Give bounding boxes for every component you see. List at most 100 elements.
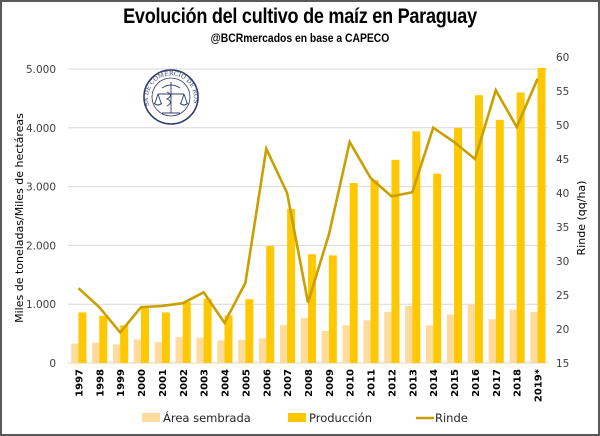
bar-produccion	[245, 299, 254, 363]
bar-area-sembrada	[238, 339, 246, 363]
bar-area-sembrada	[92, 342, 100, 363]
bar-area-sembrada	[321, 330, 329, 363]
bar-produccion	[433, 173, 442, 363]
bar-produccion	[120, 325, 129, 363]
right-tick-label: 30	[556, 256, 569, 268]
bar-area-sembrada	[154, 342, 162, 363]
right-tick-label: 15	[556, 358, 569, 370]
left-tick-label: 0	[49, 358, 56, 370]
right-tick-label: 35	[556, 222, 569, 234]
right-tick-label: 25	[556, 290, 569, 302]
bar-area-sembrada	[175, 337, 183, 363]
x-tick-label: 1999	[116, 369, 127, 397]
legend-label-production: Producción	[309, 411, 372, 425]
legend-swatch-area	[142, 413, 160, 422]
chart-title: Evolución del cultivo de maíz en Paragua…	[123, 5, 477, 28]
x-tick-label: 2019*	[534, 368, 545, 402]
bar-produccion	[516, 92, 525, 364]
bar-produccion	[391, 159, 400, 363]
x-tick-label: 2016	[471, 369, 482, 397]
rinde-line	[77, 78, 539, 335]
x-tick-label: 2001	[158, 369, 169, 397]
chart-subtitle: @BCRmercados en base a CAPECO	[210, 33, 390, 45]
right-tick-label: 50	[556, 120, 569, 132]
x-tick-label: 2004	[221, 369, 232, 397]
bar-produccion	[224, 315, 233, 363]
left-axis-title: Miles de toneladas/Miles de hectáreas	[13, 113, 26, 323]
x-tick-label: 2012	[388, 369, 399, 397]
x-tick-label: 2002	[179, 369, 190, 397]
left-tick-label: 2.000	[26, 240, 56, 252]
caduceus-scales-seal-icon	[153, 82, 189, 114]
bar-produccion	[99, 315, 108, 363]
x-tick-label: 2005	[241, 369, 252, 397]
bar-area-sembrada	[342, 325, 350, 363]
bar-area-sembrada	[446, 314, 455, 363]
bar-area-sembrada	[217, 340, 225, 363]
right-tick-label: 55	[556, 86, 569, 98]
x-tick-label: 2006	[262, 369, 273, 397]
bar-produccion	[328, 255, 337, 363]
bars	[71, 67, 546, 364]
bar-area-sembrada	[425, 325, 434, 363]
bar-area-sembrada	[71, 343, 79, 363]
bar-produccion	[495, 119, 504, 363]
bar-area-sembrada	[133, 339, 142, 363]
bar-area-sembrada	[363, 320, 371, 363]
right-axis-title: Rinde (qq/ha)	[575, 181, 588, 256]
x-tick-label: 2009	[325, 369, 336, 397]
bar-produccion	[266, 245, 275, 363]
x-tick-label: 2015	[450, 369, 461, 397]
bar-produccion	[78, 312, 87, 363]
x-tick-label: 2010	[346, 369, 357, 397]
x-tick-label: 2007	[283, 369, 294, 397]
bar-produccion	[537, 67, 546, 363]
bar-area-sembrada	[259, 338, 267, 363]
bar-area-sembrada	[467, 304, 475, 363]
x-tick-label: 2011	[367, 369, 378, 397]
x-axis-ticks: 1997 1998 1999 2000 2001 2002 2003 2004 2005 2006…	[74, 368, 544, 402]
bar-area-sembrada	[279, 325, 288, 363]
x-tick-label: 2008	[304, 369, 315, 397]
bar-area-sembrada	[300, 318, 308, 363]
x-tick-label: 2014	[429, 369, 440, 397]
bar-produccion	[474, 95, 483, 363]
bar-produccion	[349, 183, 358, 363]
bar-area-sembrada	[405, 305, 413, 363]
bar-produccion	[203, 298, 212, 363]
x-tick-label: 2003	[200, 369, 211, 397]
right-tick-label: 40	[556, 188, 569, 200]
left-axis-ticks: 0 1.000 2.000 3.000 4.000 5.000	[26, 64, 56, 370]
x-tick-label: 2013	[408, 369, 419, 397]
bar-produccion	[370, 180, 379, 363]
x-tick-label: 2017	[492, 369, 503, 397]
bar-area-sembrada	[509, 309, 517, 363]
left-tick-label: 4.000	[26, 123, 56, 135]
bar-produccion	[141, 305, 150, 363]
bar-produccion	[287, 208, 296, 363]
bar-area-sembrada	[112, 344, 121, 363]
bar-area-sembrada	[530, 312, 538, 363]
legend: Área sembrada Producción Rinde	[142, 410, 468, 425]
bar-produccion	[161, 312, 170, 363]
bar-area-sembrada	[488, 319, 496, 363]
bar-produccion	[182, 301, 191, 363]
bar-produccion	[454, 127, 463, 363]
x-tick-label: 1997	[74, 369, 85, 397]
x-tick-label: 2000	[137, 369, 148, 397]
right-tick-label: 45	[556, 154, 569, 166]
left-tick-label: 3.000	[26, 182, 56, 194]
logo-inner-ring	[151, 77, 191, 117]
bar-area-sembrada	[196, 337, 204, 363]
legend-label-area: Área sembrada	[163, 410, 251, 425]
x-tick-label: 1998	[95, 369, 106, 397]
left-tick-label: 5.000	[26, 64, 56, 76]
rinde-line-series	[77, 78, 539, 335]
right-tick-label: 20	[556, 324, 569, 336]
bolsa-comercio-rosario-logo: BOLSA DE COMERCIO DE ROSARIO	[2, 2, 199, 125]
bar-produccion	[412, 131, 421, 363]
right-tick-label: 60	[556, 52, 569, 64]
bar-produccion	[307, 254, 316, 363]
